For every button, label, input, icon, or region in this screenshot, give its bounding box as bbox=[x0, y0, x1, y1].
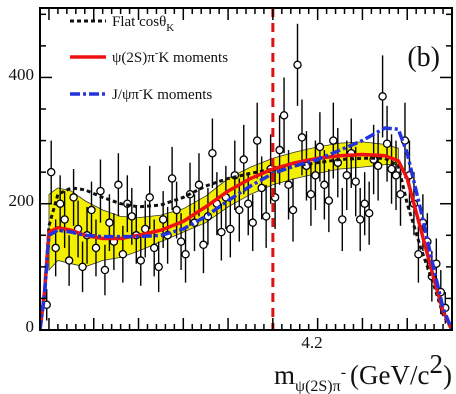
data-point bbox=[293, 60, 302, 70]
legend-label-jpsi: J/ψπ-K moments bbox=[112, 84, 212, 103]
data-point bbox=[158, 215, 168, 224]
data-point bbox=[46, 167, 56, 177]
panel-label: (b) bbox=[407, 42, 440, 73]
data-point bbox=[239, 155, 249, 164]
data-point bbox=[55, 199, 65, 208]
data-point bbox=[311, 171, 320, 180]
data-point bbox=[145, 193, 154, 202]
data-point bbox=[167, 174, 177, 183]
data-point bbox=[226, 224, 235, 234]
uncertainty-band bbox=[48, 141, 399, 272]
data-point bbox=[297, 133, 307, 142]
data-point bbox=[172, 205, 181, 215]
x-tick-label-4-2: 4.2 bbox=[301, 333, 322, 352]
data-point bbox=[373, 161, 383, 171]
data-point bbox=[235, 205, 244, 215]
data-point bbox=[324, 196, 334, 205]
data-point bbox=[69, 193, 78, 202]
data-point bbox=[91, 243, 101, 253]
data-point bbox=[118, 249, 128, 259]
data-point bbox=[105, 218, 114, 227]
data-point bbox=[414, 249, 423, 259]
data-point bbox=[149, 243, 159, 253]
data-point bbox=[199, 240, 208, 250]
data-point bbox=[217, 227, 226, 237]
data-point bbox=[51, 243, 60, 253]
data-point bbox=[364, 208, 374, 218]
data-point bbox=[243, 199, 253, 208]
data-point bbox=[136, 256, 146, 265]
data-point bbox=[261, 212, 271, 221]
data-point bbox=[315, 142, 325, 152]
data-point bbox=[78, 262, 87, 272]
axis-ticks bbox=[40, 8, 453, 331]
data-point bbox=[329, 136, 338, 145]
data-point bbox=[60, 215, 69, 224]
data-point bbox=[284, 180, 293, 190]
legend-label-psi2s: ψ(2S)π-K moments bbox=[112, 47, 228, 66]
data-point bbox=[208, 148, 217, 158]
data-point bbox=[306, 190, 316, 199]
data-point bbox=[360, 199, 369, 208]
data-point bbox=[114, 180, 123, 190]
data-point bbox=[342, 171, 352, 180]
legend-label-flat: Flat cosθK bbox=[112, 14, 174, 34]
data-point bbox=[382, 139, 392, 148]
data-point bbox=[154, 262, 163, 272]
data-point bbox=[320, 180, 329, 190]
data-point bbox=[248, 218, 257, 227]
data-point bbox=[87, 205, 96, 215]
data-point bbox=[194, 180, 204, 190]
data-point bbox=[64, 256, 74, 265]
data-point bbox=[387, 164, 396, 174]
data-point bbox=[176, 237, 186, 246]
series-curve-2 bbox=[40, 126, 452, 330]
data-point bbox=[355, 215, 365, 224]
model-curves bbox=[40, 126, 452, 330]
data-point bbox=[275, 145, 284, 155]
data-point bbox=[288, 205, 298, 215]
data-point bbox=[351, 177, 360, 186]
data-point bbox=[127, 212, 137, 221]
legend: Flat cosθK ψ(2S)π-K moments J/ψπ-K momen… bbox=[70, 14, 228, 103]
x-axis-title: mψ(2S)π- (GeV/c2) bbox=[274, 349, 452, 394]
data-point bbox=[100, 265, 110, 275]
data-point bbox=[279, 111, 289, 120]
data-point bbox=[96, 186, 105, 196]
data-point bbox=[396, 190, 405, 199]
series-curve-0 bbox=[40, 156, 452, 330]
data-point bbox=[338, 215, 347, 224]
y-tick-label-400: 400 bbox=[9, 65, 35, 84]
plot-area bbox=[40, 8, 452, 330]
data-point bbox=[257, 183, 266, 193]
data-point bbox=[378, 92, 387, 101]
data-point bbox=[181, 249, 190, 259]
y-tick-label-200: 200 bbox=[9, 191, 35, 210]
y-tick-label-0: 0 bbox=[26, 317, 35, 336]
data-point bbox=[252, 136, 262, 145]
